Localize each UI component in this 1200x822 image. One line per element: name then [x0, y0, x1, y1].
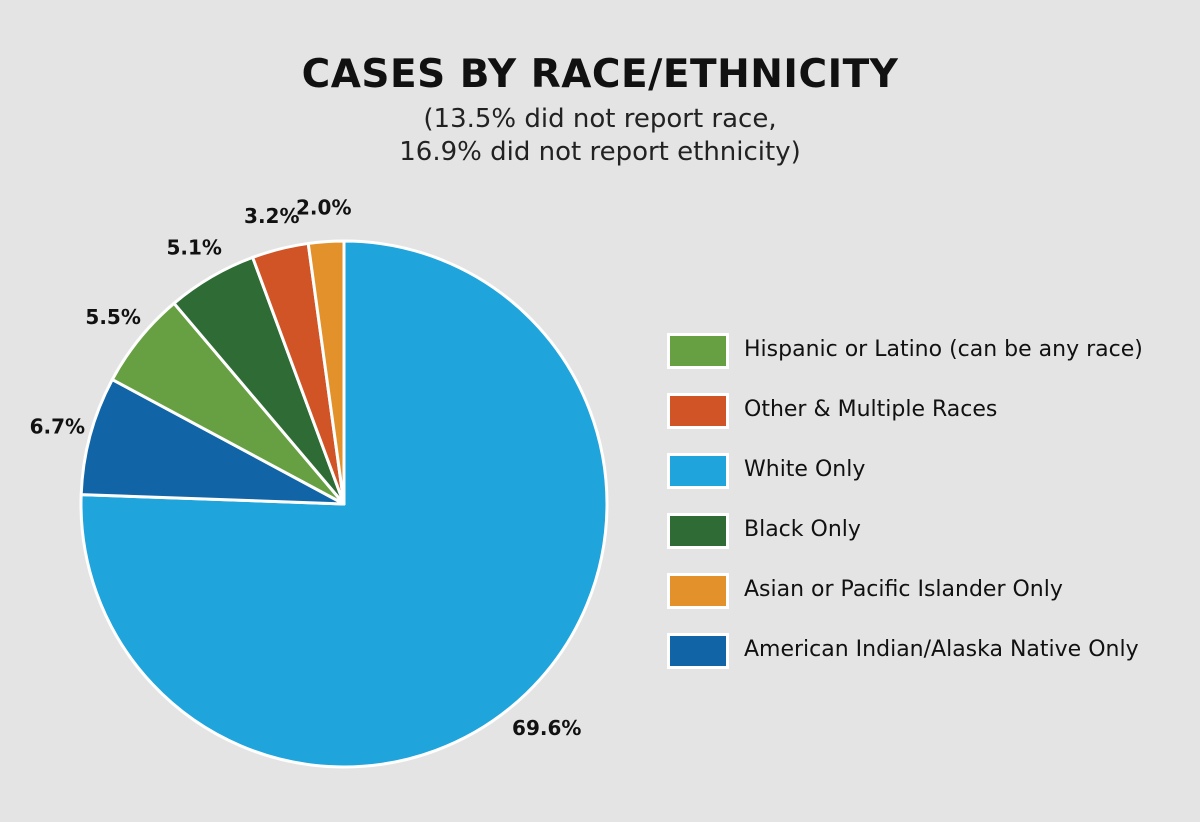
legend-item: White Only — [667, 453, 1187, 513]
legend-label: White Only — [744, 457, 866, 482]
legend-item: Other & Multiple Races — [667, 393, 1187, 453]
legend-swatch — [667, 393, 729, 429]
pie-slice — [306, 239, 346, 506]
slice-label: 3.2% — [244, 204, 299, 228]
slice-label: 5.5% — [85, 305, 140, 329]
legend-item: Hispanic or Latino (can be any race) — [667, 333, 1187, 393]
legend-swatch — [667, 633, 729, 669]
chart-title: CASES BY RACE/ETHNICITY — [301, 52, 899, 97]
chart-subtitle-line-1: (13.5% did not report race, — [423, 104, 777, 134]
legend-label: Black Only — [744, 517, 861, 542]
legend-label: Hispanic or Latino (can be any race) — [744, 337, 1143, 362]
slice-label: 5.1% — [166, 236, 221, 260]
legend-label: Asian or Pacific Islander Only — [744, 577, 1063, 602]
legend-swatch — [667, 573, 729, 609]
slice-label: 69.6% — [512, 716, 581, 740]
legend-item: Black Only — [667, 513, 1187, 573]
slice-label: 2.0% — [296, 196, 351, 220]
legend-item: American Indian/Alaska Native Only — [667, 633, 1187, 693]
legend-label: Other & Multiple Races — [744, 397, 998, 422]
legend-swatch — [667, 513, 729, 549]
slice-label: 6.7% — [30, 414, 85, 438]
pie-slice — [79, 378, 346, 506]
legend-item: Asian or Pacific Islander Only — [667, 573, 1187, 633]
chart-subtitle-line-2: 16.9% did not report ethnicity) — [399, 137, 801, 167]
legend: Hispanic or Latino (can be any race) Oth… — [667, 333, 1187, 693]
legend-swatch — [667, 333, 729, 369]
legend-swatch — [667, 453, 729, 489]
legend-label: American Indian/Alaska Native Only — [744, 637, 1139, 662]
